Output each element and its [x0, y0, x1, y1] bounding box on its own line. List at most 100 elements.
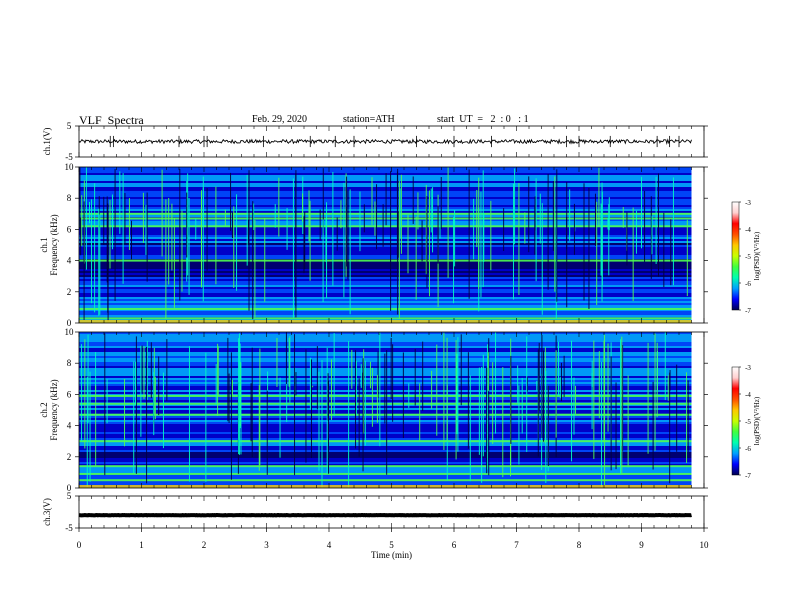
sferic-streak: [647, 342, 649, 454]
sferic-streak: [644, 190, 646, 262]
sferic-streak: [398, 211, 400, 258]
sferic-streak: [240, 362, 242, 455]
sferic-streak: [521, 377, 523, 434]
y-tick-label: 0: [67, 318, 72, 328]
spectrogram-row: [79, 199, 692, 201]
sferic-streak: [346, 176, 348, 267]
sferic-streak: [146, 346, 148, 484]
sferic-streak: [478, 177, 480, 289]
spectrogram-row: [79, 338, 692, 340]
y-tick-label: 10: [65, 162, 75, 172]
sferic-streak: [390, 338, 392, 400]
spectrogram-row: [79, 482, 692, 484]
spectrogram-row: [79, 426, 692, 428]
sferic-streak: [106, 379, 108, 424]
sferic-streak: [558, 341, 560, 396]
spectrogram-row: [79, 263, 692, 265]
spectrogram-row: [79, 462, 692, 464]
sferic-streak: [591, 360, 593, 388]
sferic-streak: [560, 362, 562, 402]
sferic-streak: [303, 216, 305, 274]
sferic-streak: [309, 357, 311, 410]
sferic-streak: [447, 167, 449, 279]
sferic-streak: [547, 385, 549, 466]
spectrogram-row: [79, 283, 692, 285]
emission-band: [79, 259, 692, 262]
sferic-streak: [238, 333, 240, 455]
sferic-streak: [162, 372, 164, 449]
spectrogram-row: [79, 478, 692, 480]
figure-title: VLF Spectra: [79, 113, 144, 127]
sferic-streak: [236, 194, 238, 291]
spectrogram-row: [79, 239, 692, 241]
sferic-streak: [181, 210, 183, 292]
sferic-streak: [591, 372, 593, 430]
sferic-streak: [200, 191, 202, 288]
sferic-streak: [607, 343, 609, 432]
spectrogram-row: [79, 432, 692, 434]
sferic-streak: [486, 344, 488, 470]
sferic-streak: [154, 376, 156, 420]
spectrogram-row: [79, 249, 692, 251]
colorbar: [731, 201, 740, 311]
spectrogram-row: [79, 231, 692, 233]
sferic-streak: [158, 356, 160, 416]
spectrogram-row: [79, 281, 692, 283]
sferic-streak: [330, 359, 332, 420]
sferic-streak: [166, 339, 168, 401]
sferic-streak: [153, 347, 155, 416]
sferic-streak: [135, 336, 137, 474]
x-tick-label: 8: [577, 540, 582, 550]
sferic-streak: [168, 197, 170, 285]
spectrogram-row: [79, 297, 692, 299]
sferic-streak: [146, 192, 148, 282]
sferic-streak: [603, 340, 605, 443]
sferic-streak: [566, 216, 568, 250]
sferic-streak: [188, 346, 190, 482]
sferic-streak: [632, 207, 634, 301]
spectrogram-row: [79, 235, 692, 237]
sferic-streak: [598, 167, 600, 227]
x-tick-label: 4: [327, 540, 332, 550]
sferic-streak: [478, 367, 480, 455]
sferic-streak: [654, 333, 656, 451]
spectrogram-row: [79, 299, 692, 301]
sferic-streak: [363, 349, 365, 434]
spectrogram-row: [79, 175, 692, 177]
sferic-streak: [122, 173, 124, 284]
sferic-streak: [384, 353, 386, 424]
sferic-streak: [535, 178, 537, 282]
sferic-streak: [89, 201, 91, 224]
sferic-streak: [86, 376, 88, 487]
sferic-streak: [607, 217, 609, 230]
sferic-streak: [571, 340, 573, 462]
y-tick-label: 0: [67, 483, 72, 493]
spectrogram-row: [79, 205, 692, 207]
sferic-streak: [348, 341, 350, 488]
sferic-streak: [563, 355, 565, 397]
trace-line: [78, 138, 692, 145]
sferic-streak: [573, 377, 575, 435]
sferic-streak: [359, 191, 361, 252]
sferic-streak: [428, 190, 430, 297]
sferic-streak: [312, 385, 314, 388]
sferic-streak: [362, 358, 364, 472]
spectrogram-row: [79, 251, 692, 253]
spectrogram-row: [79, 436, 692, 438]
colorbar-tick-label: -3: [745, 199, 751, 207]
emission-band: [79, 317, 692, 320]
sferic-streak: [267, 371, 269, 391]
sferic-streak: [408, 383, 410, 408]
spectrogram-row: [79, 233, 692, 235]
sferic-streak: [294, 334, 296, 476]
sferic-streak: [468, 169, 470, 299]
emission-band: [79, 217, 692, 220]
y-tick-label: 5: [67, 121, 72, 131]
sferic-streak: [310, 359, 312, 459]
spectrogram-row: [79, 221, 692, 223]
spectrogram-row: [79, 245, 692, 247]
y-tick-label: 2: [67, 452, 72, 462]
sferic-streak: [150, 342, 152, 399]
sferic-streak: [114, 168, 116, 301]
spectrogram-row: [79, 187, 692, 189]
